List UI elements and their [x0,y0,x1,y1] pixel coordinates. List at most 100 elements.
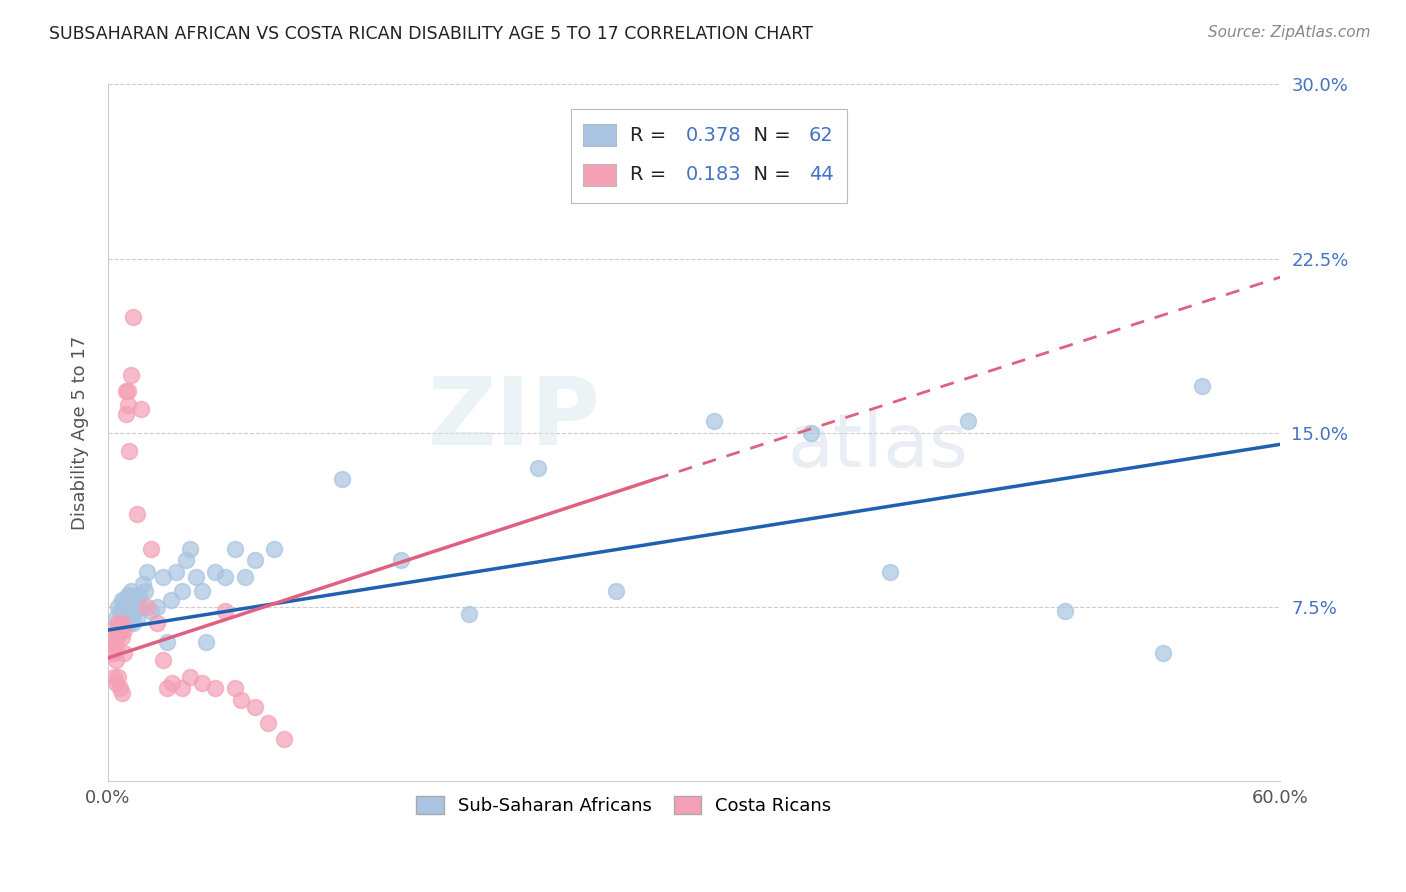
Point [956,414,979,428]
Point [114,384,136,398]
Point [124,605,146,619]
Point [224,681,246,695]
Point [139,541,162,556]
Point [108,623,131,637]
Point [229,692,252,706]
Point [112,623,135,637]
Point [243,699,266,714]
Point [146,599,169,614]
Point [114,599,136,614]
Point [120,611,142,625]
Point [214,605,236,619]
Point [165,565,187,579]
Point [1152,646,1174,660]
Point [114,616,136,631]
Point [117,605,139,619]
Point [243,553,266,567]
Text: atlas: atlas [787,410,969,483]
Point [107,599,129,614]
Point [120,583,142,598]
Point [103,646,125,660]
Point [111,686,134,700]
Legend: Sub-Saharan Africans, Costa Ricans: Sub-Saharan Africans, Costa Ricans [408,787,841,824]
Point [134,583,156,598]
Point [104,653,127,667]
Text: N =: N = [741,126,797,145]
Text: SUBSAHARAN AFRICAN VS COSTA RICAN DISABILITY AGE 5 TO 17 CORRELATION CHART: SUBSAHARAN AFRICAN VS COSTA RICAN DISABI… [49,25,813,43]
Point [117,384,139,398]
Point [107,669,129,683]
Point [1054,605,1077,619]
Point [103,669,125,683]
Point [458,607,481,621]
Point [136,565,159,579]
Point [108,605,131,619]
Point [703,414,725,428]
Point [111,593,134,607]
Text: 44: 44 [808,166,834,185]
Text: R =: R = [630,166,672,185]
Point [184,569,207,583]
Point [112,616,135,631]
Point [605,583,627,598]
FancyBboxPatch shape [583,124,616,146]
Text: Source: ZipAtlas.com: Source: ZipAtlas.com [1208,25,1371,40]
Point [159,593,181,607]
Point [128,588,150,602]
Text: N =: N = [741,166,797,185]
Text: 62: 62 [808,126,834,145]
Point [118,588,141,602]
Point [233,569,256,583]
Point [263,541,285,556]
FancyBboxPatch shape [583,164,616,186]
Text: R =: R = [630,126,672,145]
Point [194,634,217,648]
Y-axis label: Disability Age 5 to 17: Disability Age 5 to 17 [72,335,89,530]
Point [108,616,131,631]
Point [132,576,155,591]
Point [122,310,145,324]
Point [204,565,226,579]
Point [127,611,149,625]
Point [107,616,129,631]
Point [118,444,141,458]
Point [204,681,226,695]
Point [101,646,124,660]
Point [111,616,134,631]
Point [111,616,134,631]
Point [122,616,145,631]
Point [332,472,354,486]
Point [112,593,135,607]
Point [118,599,141,614]
Point [172,681,194,695]
Point [107,628,129,642]
Text: 0.378: 0.378 [686,126,741,145]
Point [111,630,134,644]
Point [273,732,295,747]
Point [112,605,135,619]
Point [155,634,177,648]
Point [107,616,129,631]
Point [389,553,412,567]
Point [104,676,127,690]
Point [120,368,142,382]
Point [152,653,174,667]
Point [527,460,550,475]
Point [117,616,139,631]
Point [122,599,145,614]
Point [120,599,142,614]
Point [146,616,169,631]
Point [800,425,823,440]
Point [103,634,125,648]
Point [108,681,131,695]
Point [136,599,159,614]
Point [117,588,139,602]
Point [104,611,127,625]
Point [127,593,149,607]
Point [139,605,162,619]
Point [98,623,121,637]
Point [127,507,149,521]
Point [257,715,280,730]
Point [174,553,197,567]
Point [101,630,124,644]
